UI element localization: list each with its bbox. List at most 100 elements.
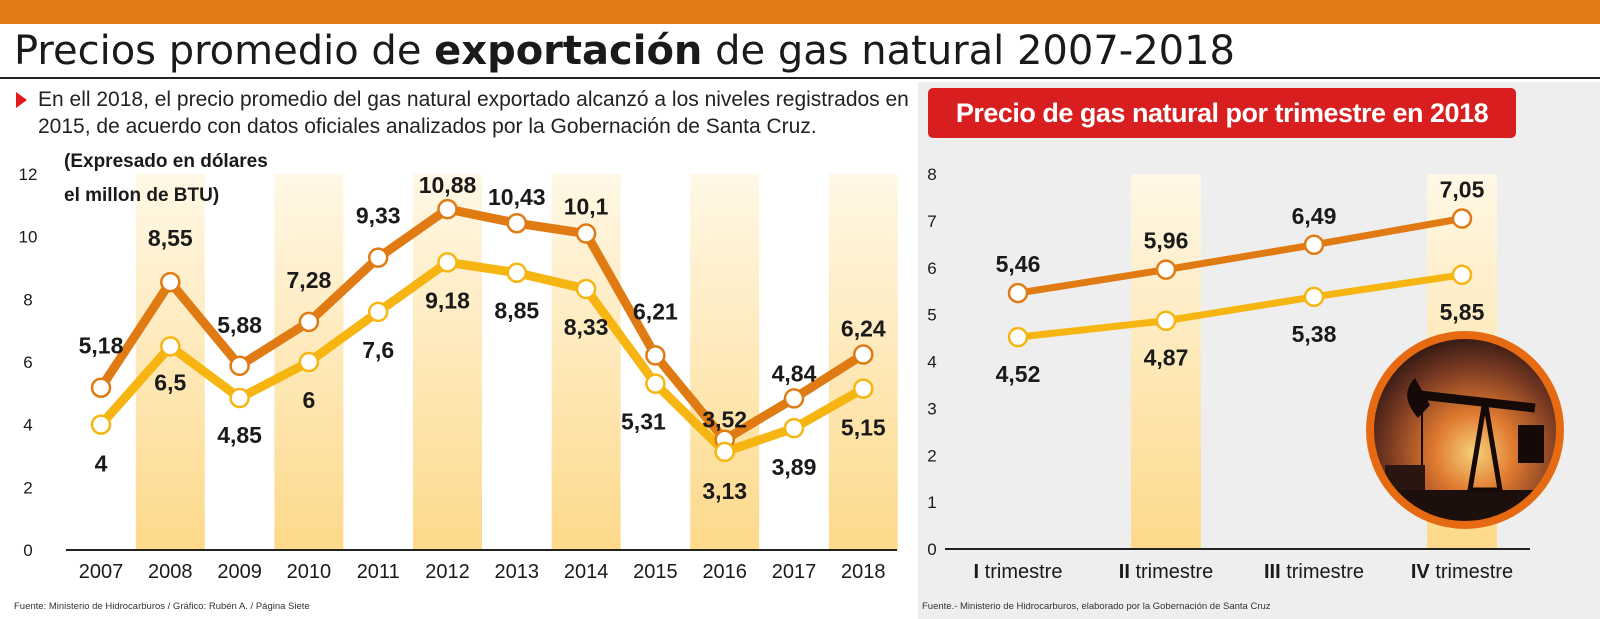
annual-x-tick-9: 2016 [702,561,747,583]
quarterly-y-tick-5: 5 [927,306,936,325]
annual-x-tick-1: 2008 [148,561,193,583]
annual-series-1-point-9 [714,441,735,463]
quarterly-series-1-point-0 [1007,326,1029,348]
unit-annotation-line1: (Expresado en dólares [64,151,268,172]
title-part: Precios promedio de [14,28,435,74]
annual-series-1-label-8: 5,31 [621,409,666,435]
quarterly-series-0-label-3: 7,05 [1440,177,1485,203]
quarterly-y-tick-7: 7 [927,212,936,231]
quarterly-y-tick-1: 1 [927,493,936,512]
annual-series-1-point-6 [506,262,528,283]
quarterly-series-1-label-1: 4,87 [1144,345,1189,371]
annual-series-1-label-10: 3,89 [772,454,817,480]
quarterly-x-tick-3: IV trimestre [1411,561,1513,583]
annual-x-tick-2: 2009 [217,561,262,583]
quarterly-series-0-label-1: 5,96 [1144,228,1189,254]
annual-series-0-point-8 [645,345,666,366]
annual-series-0-point-6 [506,212,528,234]
annual-series-1-point-5 [437,252,458,273]
quarterly-series-0-point-0 [1007,282,1029,304]
annual-series-0-label-1: 8,55 [148,225,193,251]
quarterly-series-0-point-2 [1303,234,1325,256]
annual-y-tick-2: 2 [23,478,32,497]
annual-x-tick-3: 2010 [287,561,332,583]
quarterly-series-1-point-3 [1451,264,1473,286]
annual-series-1-point-10 [783,417,805,439]
annual-series-1-point-11 [853,378,874,399]
annual-series-0-label-7: 10,1 [564,194,609,220]
quarterly-y-tick-4: 4 [927,353,936,372]
annual-series-0-label-11: 6,24 [841,315,886,341]
annual-series-0-label-9: 3,52 [702,407,747,433]
annual-y-tick-12: 12 [19,165,38,184]
annual-series-1-point-1 [160,336,181,357]
pumpjack-beam [1419,390,1536,413]
quarterly-x-tick-2: III trimestre [1264,561,1364,583]
annual-series-0-point-4 [367,247,389,268]
quarterly-series-1-label-3: 5,85 [1440,299,1485,325]
annual-x-tick-7: 2014 [564,561,609,583]
quarterly-series-1-point-2 [1303,286,1325,308]
annual-series-0-point-10 [783,388,805,409]
quarterly-y-tick-2: 2 [927,446,936,465]
annual-y-tick-4: 4 [23,416,32,435]
annual-series-0-point-0 [90,377,112,398]
annual-series-0-label-2: 5,88 [217,312,262,338]
annual-series-1-label-2: 4,85 [217,422,262,448]
quarterly-y-tick-8: 8 [927,165,936,184]
annual-series-1-point-0 [90,414,112,435]
annual-y-tick-0: 0 [23,541,32,560]
photo-ring [1366,331,1564,529]
quarterly-series-1-label-0: 4,52 [996,361,1041,387]
annual-y-tick-6: 6 [23,353,32,372]
annual-series-1-point-8 [645,373,666,394]
annual-x-tick-5: 2012 [425,561,470,583]
quarterly-series-0-label-0: 5,46 [996,251,1041,277]
annual-series-0-label-5: 10,88 [419,172,477,198]
pumpjack-head [1407,378,1430,418]
annual-series-0-label-0: 5,18 [79,333,124,359]
quarterly-chart-title: Precio de gas natural por trimestre en 2… [955,98,1489,128]
quarterly-series-0-line [1017,215,1463,297]
quarterly-series-0-point-1 [1155,259,1177,280]
annual-series-0-point-1 [160,271,181,293]
unit-annotation-line2: el millon de BTU) [64,185,219,206]
annual-series-1-point-7 [575,278,597,300]
quarterly-y-tick-0: 0 [927,540,936,559]
annual-series-1-label-7: 8,33 [564,314,609,340]
annual-series-1-label-11: 5,15 [841,415,886,441]
annual-series-1-label-1: 6,5 [154,369,186,395]
annual-band-5 [413,174,482,550]
annual-series-0-point-3 [298,311,320,333]
quarterly-banner: Precio de gas natural por trimestre en 2… [928,88,1516,138]
quarterly-band-1 [1131,174,1201,549]
annual-x-tick-4: 2011 [357,561,400,583]
top-accent-bar [0,0,1600,24]
title-bold-part: exportación [434,28,703,74]
annual-series-1-label-4: 7,6 [362,337,394,363]
annual-x-tick-11: 2018 [841,561,886,583]
annual-series-0-label-10: 4,84 [772,360,817,386]
annual-series-0-label-6: 10,43 [488,184,546,210]
quarterly-series-1-line [1017,271,1463,341]
annual-series-1-line [97,257,866,457]
bullet-arrow-icon [16,92,27,108]
quarterly-series-1-label-2: 5,38 [1292,321,1337,347]
pumpjack-counterweight [1518,425,1544,463]
annual-series-0-label-4: 9,33 [356,203,401,229]
quarterly-x-tick-0: I trimestre [974,561,1063,583]
annual-series-1-label-3: 6 [303,387,316,413]
annual-y-tick-8: 8 [23,290,32,309]
annual-x-tick-6: 2013 [495,561,540,583]
quarterly-series-0-point-3 [1451,208,1473,229]
source-left: Fuente: Ministerio de Hidrocarburos / Gr… [14,601,310,612]
annual-x-tick-0: 2007 [79,561,124,583]
annual-series-0-point-5 [437,198,458,220]
annual-series-0-line [97,204,866,445]
annual-x-tick-8: 2015 [633,561,678,583]
annual-band-9 [690,174,760,550]
annual-series-1-point-2 [229,387,250,409]
quarterly-series-1-point-1 [1155,310,1177,331]
annual-series-1-label-0: 4 [95,451,108,477]
